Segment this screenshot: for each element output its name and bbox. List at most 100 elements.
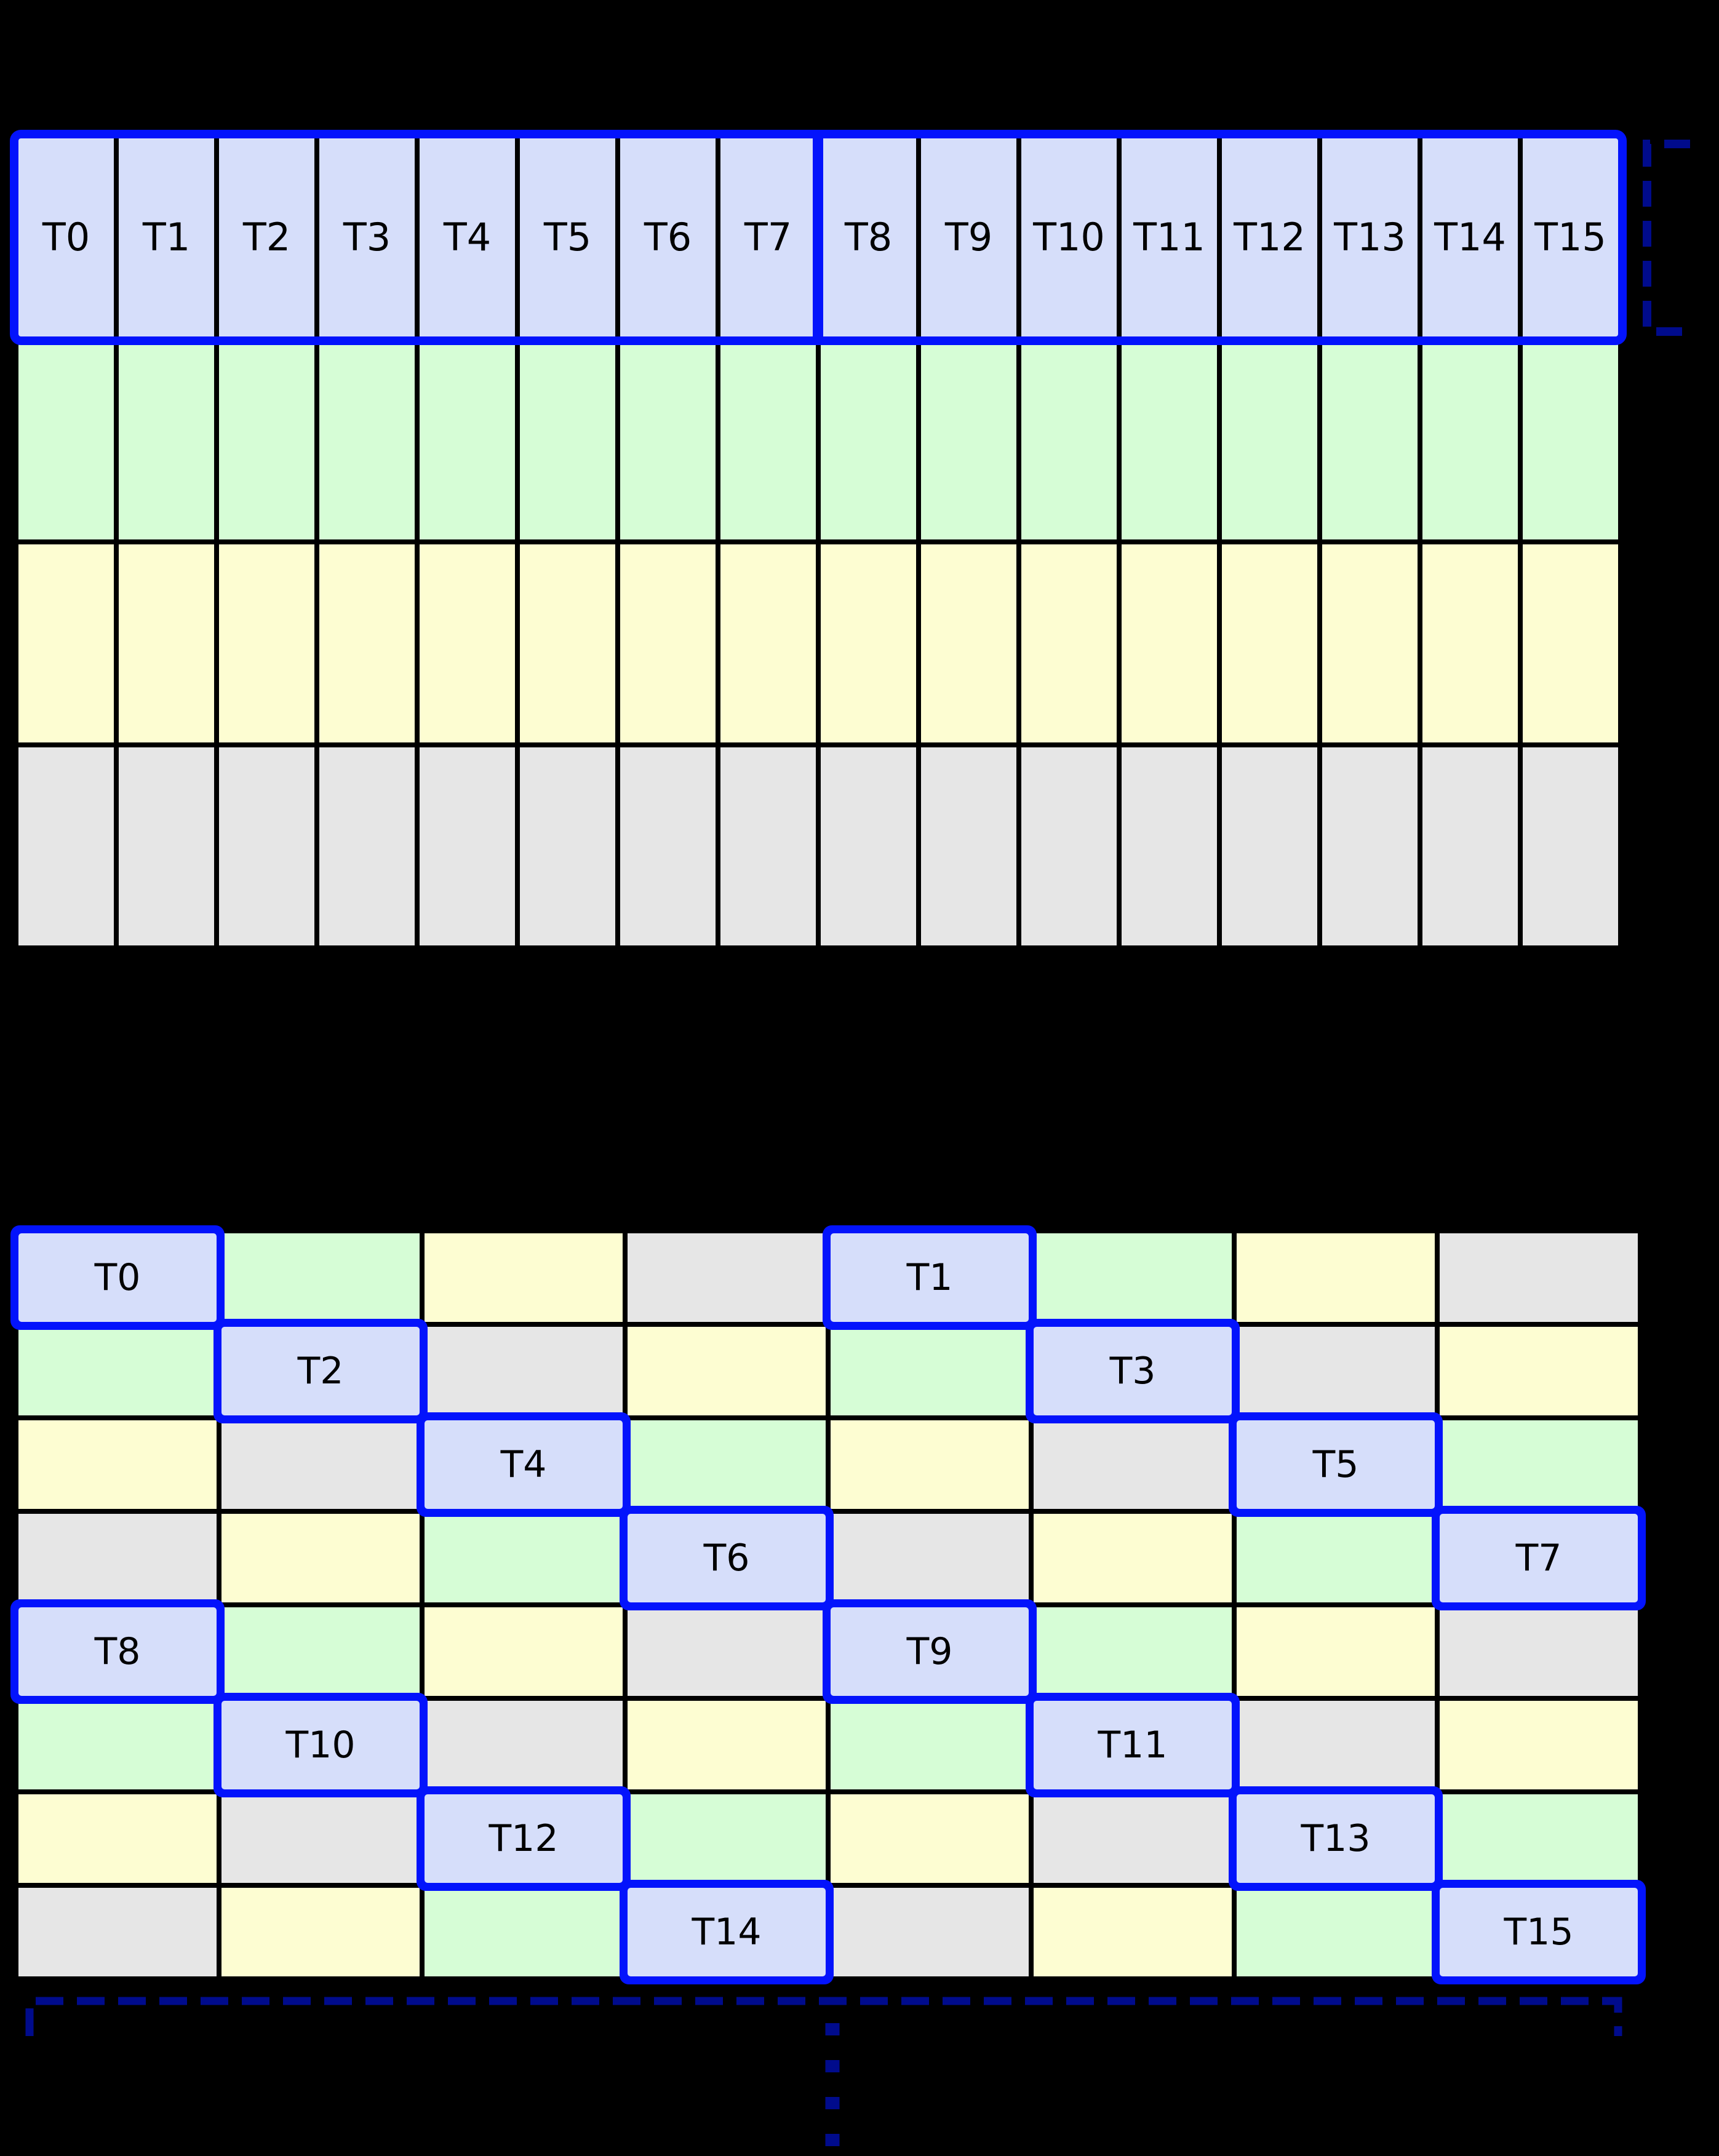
bank-cell bbox=[620, 341, 716, 539]
bank-cell bbox=[221, 1888, 420, 1976]
thread-cell-T6: T6 bbox=[628, 1514, 826, 1602]
bank-cell bbox=[1440, 1701, 1638, 1789]
bank-cell bbox=[221, 1233, 420, 1322]
bank-cell bbox=[221, 1794, 420, 1883]
bank-cell bbox=[425, 1607, 623, 1696]
thread-cell-T1: T1 bbox=[831, 1233, 1029, 1322]
thread-cell-T3: T3 bbox=[319, 138, 415, 336]
bank-cell bbox=[1021, 544, 1117, 742]
bank-cell bbox=[319, 747, 415, 945]
bank-cell bbox=[119, 544, 214, 742]
bank-cell bbox=[18, 341, 114, 539]
thread-cell-T14: T14 bbox=[628, 1888, 826, 1976]
thread-cell-T10: T10 bbox=[221, 1701, 420, 1789]
thread-cell-T15: T15 bbox=[1440, 1888, 1638, 1976]
bank-cell bbox=[831, 1701, 1029, 1789]
bank-cell bbox=[1034, 1888, 1232, 1976]
bank-cell bbox=[628, 1233, 826, 1322]
bank-cell bbox=[1322, 341, 1418, 539]
bank-cell bbox=[1034, 1607, 1232, 1696]
thread-cell-T10: T10 bbox=[1021, 138, 1117, 336]
thread-cell-T3: T3 bbox=[1034, 1327, 1232, 1415]
bank-cell bbox=[628, 1701, 826, 1789]
bank-cell bbox=[1322, 747, 1418, 945]
top-grid: T0 T1 T2 T3 T4 T5 T6 T7 T8 T9 T10 T11 T12 T13 T14 T15 bbox=[18, 138, 1618, 945]
bank-cell bbox=[628, 1794, 826, 1883]
bank-cell bbox=[18, 1794, 217, 1883]
bank-cell bbox=[425, 1888, 623, 1976]
bank-cell bbox=[921, 544, 1016, 742]
bank-cell bbox=[1122, 747, 1217, 945]
bank-cell bbox=[821, 747, 916, 945]
bank-cell bbox=[18, 1888, 217, 1976]
bank-cell bbox=[520, 341, 615, 539]
thread-cell-T15: T15 bbox=[1523, 138, 1618, 336]
bank-cell bbox=[1422, 341, 1518, 539]
bank-cell bbox=[1122, 341, 1217, 539]
thread-cell-T0: T0 bbox=[18, 1233, 217, 1322]
thread-cell-T8: T8 bbox=[18, 1607, 217, 1696]
bank-cell bbox=[1237, 1327, 1435, 1415]
bank-cell bbox=[1034, 1420, 1232, 1509]
thread-cell-T5: T5 bbox=[520, 138, 615, 336]
bank-cell bbox=[425, 1233, 623, 1322]
bank-cell bbox=[831, 1794, 1029, 1883]
bank-cell bbox=[1440, 1420, 1638, 1509]
thread-cell-T12: T12 bbox=[1222, 138, 1317, 336]
bottom-dashed-bracket-icon bbox=[25, 1997, 1622, 2036]
bank-cell bbox=[1422, 747, 1518, 945]
bank-cell bbox=[219, 544, 314, 742]
bank-cell bbox=[1222, 341, 1317, 539]
bank-cell bbox=[18, 544, 114, 742]
bank-cell bbox=[921, 341, 1016, 539]
thread-cell-T2: T2 bbox=[221, 1327, 420, 1415]
bank-cell bbox=[821, 341, 916, 539]
thread-cell-T11: T11 bbox=[1034, 1701, 1232, 1789]
bank-cell bbox=[420, 747, 515, 945]
bank-cell bbox=[720, 747, 816, 945]
bank-cell bbox=[221, 1607, 420, 1696]
thread-cell-T5: T5 bbox=[1237, 1420, 1435, 1509]
bank-cell bbox=[1440, 1794, 1638, 1883]
thread-cell-T4: T4 bbox=[425, 1420, 623, 1509]
bank-cell bbox=[1034, 1794, 1232, 1883]
thread-cell-T6: T6 bbox=[620, 138, 716, 336]
bank-cell bbox=[628, 1420, 826, 1509]
bank-cell bbox=[720, 544, 816, 742]
bank-cell bbox=[1237, 1888, 1435, 1976]
bank-cell bbox=[18, 747, 114, 945]
bank-cell bbox=[520, 544, 615, 742]
thread-cell-T8: T8 bbox=[821, 138, 916, 336]
bank-cell bbox=[1440, 1233, 1638, 1322]
bank-cell bbox=[119, 747, 214, 945]
bank-cell bbox=[1122, 544, 1217, 742]
bank-cell bbox=[18, 1327, 217, 1415]
bank-cell bbox=[1021, 747, 1117, 945]
thread-cell-T12: T12 bbox=[425, 1794, 623, 1883]
bank-cell bbox=[425, 1514, 623, 1602]
thread-cell-T13: T13 bbox=[1322, 138, 1418, 336]
bottom-grid: T0 T1 T2 T3 T4 T5 T6 T7 T8 T9 T10 T11 T12 T13 T14 T15 bbox=[18, 1233, 1638, 1976]
bank-cell bbox=[1021, 341, 1117, 539]
bank-cell bbox=[921, 747, 1016, 945]
bank-cell bbox=[18, 1701, 217, 1789]
bank-cell bbox=[119, 341, 214, 539]
bank-cell bbox=[1237, 1701, 1435, 1789]
bank-cell bbox=[628, 1607, 826, 1696]
bank-cell bbox=[319, 341, 415, 539]
bank-cell bbox=[425, 1701, 623, 1789]
bank-cell bbox=[831, 1514, 1029, 1602]
thread-cell-T0: T0 bbox=[18, 138, 114, 336]
bank-cell bbox=[1222, 544, 1317, 742]
bank-cell bbox=[1322, 544, 1418, 742]
bank-cell bbox=[831, 1888, 1029, 1976]
bank-cell bbox=[831, 1420, 1029, 1509]
thread-cell-T9: T9 bbox=[831, 1607, 1029, 1696]
bank-cell bbox=[1237, 1607, 1435, 1696]
bank-cell bbox=[1523, 747, 1618, 945]
bank-cell bbox=[1034, 1233, 1232, 1322]
bank-cell bbox=[1440, 1327, 1638, 1415]
thread-cell-T1: T1 bbox=[119, 138, 214, 336]
bank-cell bbox=[219, 341, 314, 539]
